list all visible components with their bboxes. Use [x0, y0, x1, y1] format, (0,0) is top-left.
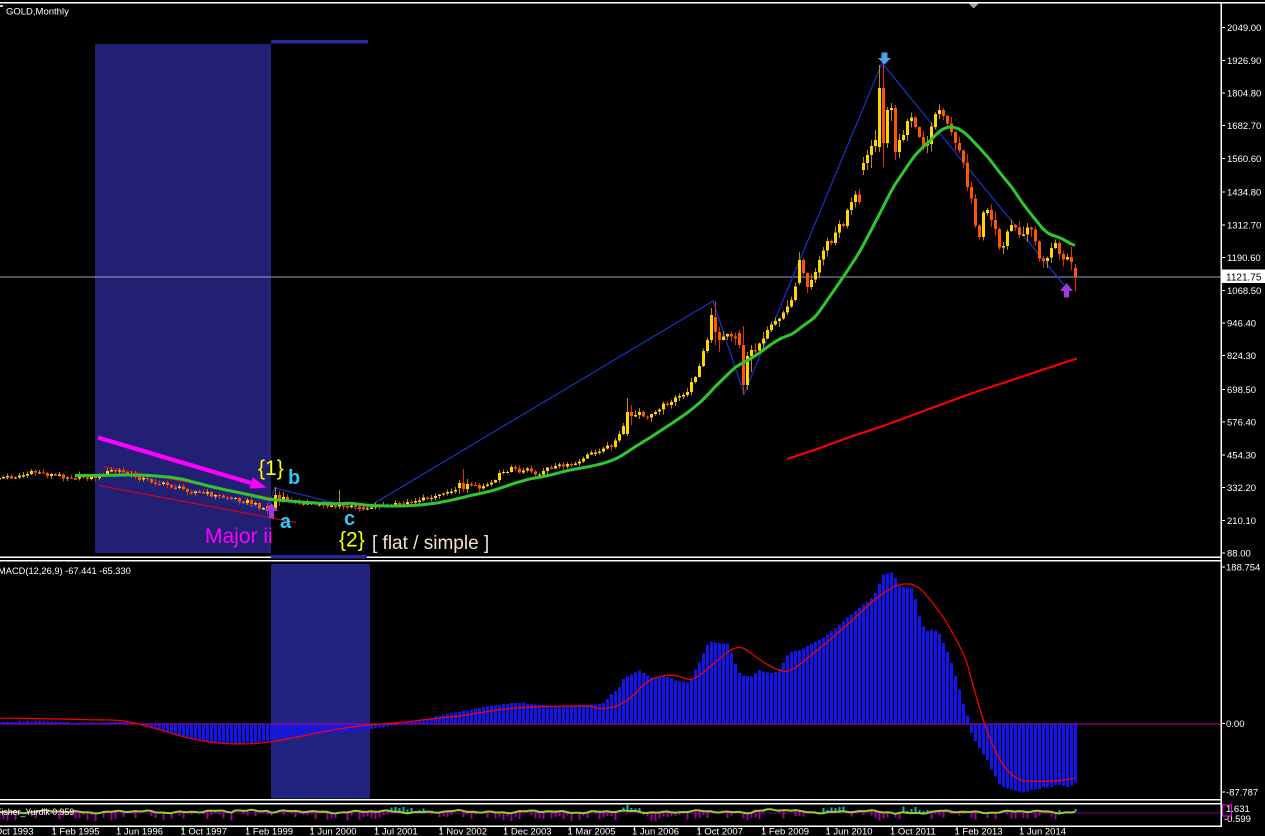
svg-text:2049.00: 2049.00 — [1227, 23, 1261, 34]
svg-text:1 Feb 2009: 1 Feb 2009 — [761, 827, 809, 836]
svg-text:1 Jun 2010: 1 Jun 2010 — [826, 827, 873, 836]
svg-text:{1}: {1} — [258, 457, 284, 480]
svg-text:698.50: 698.50 — [1227, 385, 1256, 396]
svg-text:1 Jul 2001: 1 Jul 2001 — [374, 827, 418, 836]
svg-text:1682.70: 1682.70 — [1227, 121, 1261, 132]
svg-text:1 Feb 1995: 1 Feb 1995 — [52, 827, 100, 836]
svg-text:1926.90: 1926.90 — [1227, 56, 1261, 67]
svg-text:a: a — [280, 511, 292, 533]
svg-text:1121.75: 1121.75 — [1226, 273, 1262, 284]
svg-text:1 Oct 1993: 1 Oct 1993 — [0, 827, 33, 836]
svg-text:210.10: 210.10 — [1227, 516, 1256, 527]
svg-text:1 Oct 2007: 1 Oct 2007 — [697, 827, 743, 836]
svg-text:1 Nov 2002: 1 Nov 2002 — [439, 827, 488, 836]
svg-text:946.40: 946.40 — [1227, 319, 1256, 330]
svg-text:1 Feb 1999: 1 Feb 1999 — [245, 827, 293, 836]
svg-text:-87.787: -87.787 — [1226, 788, 1258, 799]
svg-text:188.754: 188.754 — [1226, 563, 1260, 574]
svg-text:1 Jun 2014: 1 Jun 2014 — [1019, 827, 1066, 836]
svg-text:1 Mar 2005: 1 Mar 2005 — [568, 827, 616, 836]
svg-text:1434.80: 1434.80 — [1227, 188, 1261, 199]
svg-text:1 Oct 2011: 1 Oct 2011 — [890, 827, 936, 836]
svg-text:1 Oct 1997: 1 Oct 1997 — [181, 827, 227, 836]
svg-text:Major ii: Major ii — [205, 525, 273, 548]
svg-text:c: c — [344, 508, 355, 530]
svg-text:1068.50: 1068.50 — [1227, 286, 1261, 297]
svg-text:GOLD,Monthly: GOLD,Monthly — [6, 7, 69, 18]
svg-text:1 Jun 2006: 1 Jun 2006 — [632, 827, 679, 836]
svg-text:b: b — [288, 467, 300, 489]
svg-text:454.30: 454.30 — [1227, 450, 1256, 461]
svg-text:Fisher_Yurdik 0.959: Fisher_Yurdik 0.959 — [0, 807, 74, 817]
svg-text:[ flat / simple ]: [ flat / simple ] — [372, 533, 489, 554]
svg-text:1804.80: 1804.80 — [1227, 89, 1261, 100]
svg-text:1 Dec 2003: 1 Dec 2003 — [503, 827, 552, 836]
svg-text:0.00: 0.00 — [1226, 719, 1245, 730]
svg-text:1312.70: 1312.70 — [1227, 220, 1261, 231]
svg-text:1.631: 1.631 — [1226, 804, 1250, 815]
svg-text:1 Jun 1996: 1 Jun 1996 — [116, 827, 163, 836]
svg-text:1 Jun 2000: 1 Jun 2000 — [310, 827, 357, 836]
svg-text:-0.599: -0.599 — [1224, 814, 1251, 825]
svg-text:{2}: {2} — [339, 529, 365, 552]
svg-text:88.00: 88.00 — [1227, 549, 1251, 560]
svg-text:1190.60: 1190.60 — [1227, 253, 1261, 264]
svg-text:576.40: 576.40 — [1227, 418, 1256, 429]
svg-text:824.30: 824.30 — [1227, 351, 1256, 362]
svg-text:MACD(12,26,9) -67.441 -65.330: MACD(12,26,9) -67.441 -65.330 — [0, 566, 131, 576]
svg-text:1560.60: 1560.60 — [1227, 154, 1261, 165]
svg-text:332.20: 332.20 — [1227, 483, 1256, 494]
svg-text:1 Feb 2013: 1 Feb 2013 — [955, 827, 1003, 836]
